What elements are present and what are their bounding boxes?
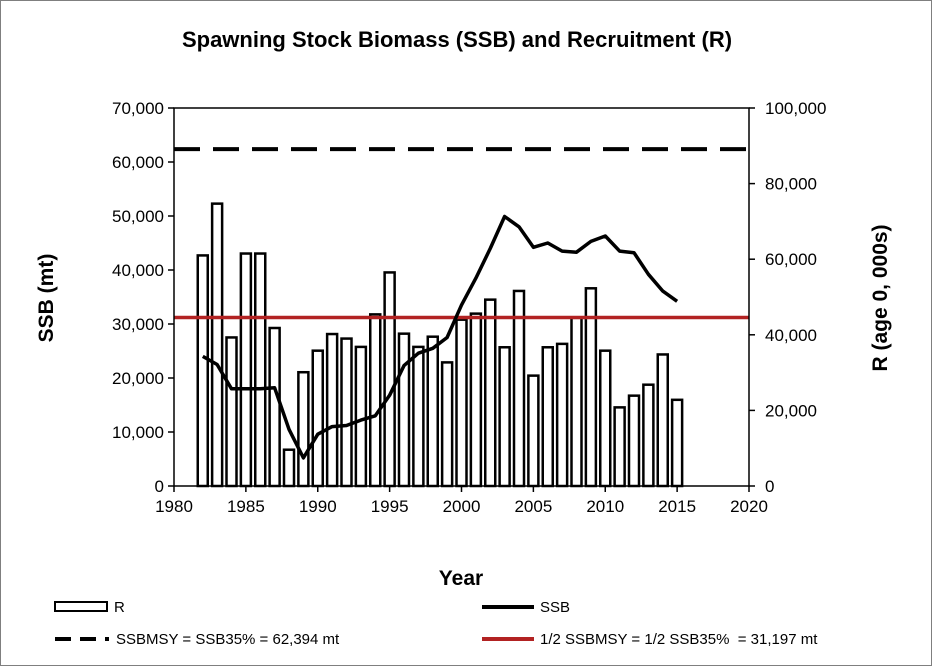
recruitment-bar [484,298,497,488]
chart-title: Spawning Stock Biomass (SSB) and Recruit… [182,27,732,52]
x-tick-label: 2000 [443,497,481,516]
recruitment-bar [412,345,425,488]
recruitment-bar [440,361,454,488]
recruitment-bar [383,271,396,488]
left-y-tick-label: 40,000 [112,261,164,280]
x-tick-label: 1995 [371,497,409,516]
left-y-tick-label: 70,000 [112,99,164,118]
right-y-tick-label: 80,000 [765,175,817,194]
recruitment-bar [599,349,612,488]
left-y-tick-label: 20,000 [112,369,164,388]
recruitment-bar [426,335,439,488]
right-y-tick-label: 100,000 [765,99,826,118]
recruitment-bar [210,202,224,488]
recruitment-bar [239,252,253,488]
recruitment-bar [469,312,483,488]
recruitment-bar [311,349,324,488]
right-y-tick-label: 20,000 [765,401,817,420]
recruitment-bar [354,345,368,488]
recruitment-bar [627,394,641,488]
recruitment-bar [297,370,310,488]
left-y-axis-title: SSB (mt) [35,254,58,343]
x-tick-label: 2015 [658,497,696,516]
recruitment-bar [455,318,468,488]
legend-msy-label: SSBMSY = SSB35% = 62,394 mt [116,631,340,648]
left-y-tick-label: 10,000 [112,423,164,442]
recruitment-bar [541,346,554,488]
right-y-axis-ticks: 0 20,000 40,000 60,000 80,000 100,000 [749,99,826,496]
recruitment-bar [225,336,238,488]
recruitment-bar [325,332,339,488]
recruitment-bar [512,289,526,488]
x-tick-label: 1980 [155,497,193,516]
right-y-axis-title: R (age 0, 000s) [869,224,892,371]
recruitment-bar [340,337,353,488]
legend-ssb-label: SSB [540,599,570,616]
x-tick-label: 2020 [730,497,768,516]
recruitment-bar [656,353,669,488]
recruitment-bar [670,398,684,488]
x-axis-ticks: 1980 1985 1990 1995 2000 2005 2010 2015 2020 [155,486,768,516]
recruitment-bar [268,326,281,488]
recruitment-bar [642,383,655,488]
recruitment-bar [613,406,626,488]
x-tick-label: 2005 [514,497,552,516]
recruitment-bar [369,313,382,488]
legend: R SSB SSBMSY = SSB35% = 62,394 mt 1/2 SS… [54,599,818,648]
legend-half-msy-label: 1/2 SSBMSY = 1/2 SSB35% = 31,197 mt [540,631,818,648]
x-axis-title: Year [439,567,483,590]
left-y-tick-label: 50,000 [112,207,164,226]
left-y-tick-label: 0 [155,477,164,496]
right-y-tick-label: 40,000 [765,326,817,345]
left-y-tick-label: 60,000 [112,153,164,172]
recruitment-bar [498,346,511,488]
recruitment-bar [397,332,411,488]
x-tick-label: 1990 [299,497,337,516]
x-tick-label: 2010 [586,497,624,516]
recruitment-bar [555,342,569,488]
recruitment-bar [282,448,296,488]
legend-r-label: R [114,599,125,616]
recruitment-bar [570,316,583,488]
right-y-tick-label: 0 [765,477,774,496]
recruitment-bar [527,374,540,488]
recruitment-bar [196,254,209,488]
recruitment-bars [196,202,684,488]
right-y-tick-label: 60,000 [765,250,817,269]
legend-r-swatch [54,601,108,612]
left-y-axis-ticks: 0 10,000 20,000 30,000 40,000 50,000 60,000 70,… [112,99,174,496]
x-tick-label: 1985 [227,497,265,516]
recruitment-bar [254,252,267,488]
left-y-tick-label: 30,000 [112,315,164,334]
ssb-series-line [201,214,679,460]
